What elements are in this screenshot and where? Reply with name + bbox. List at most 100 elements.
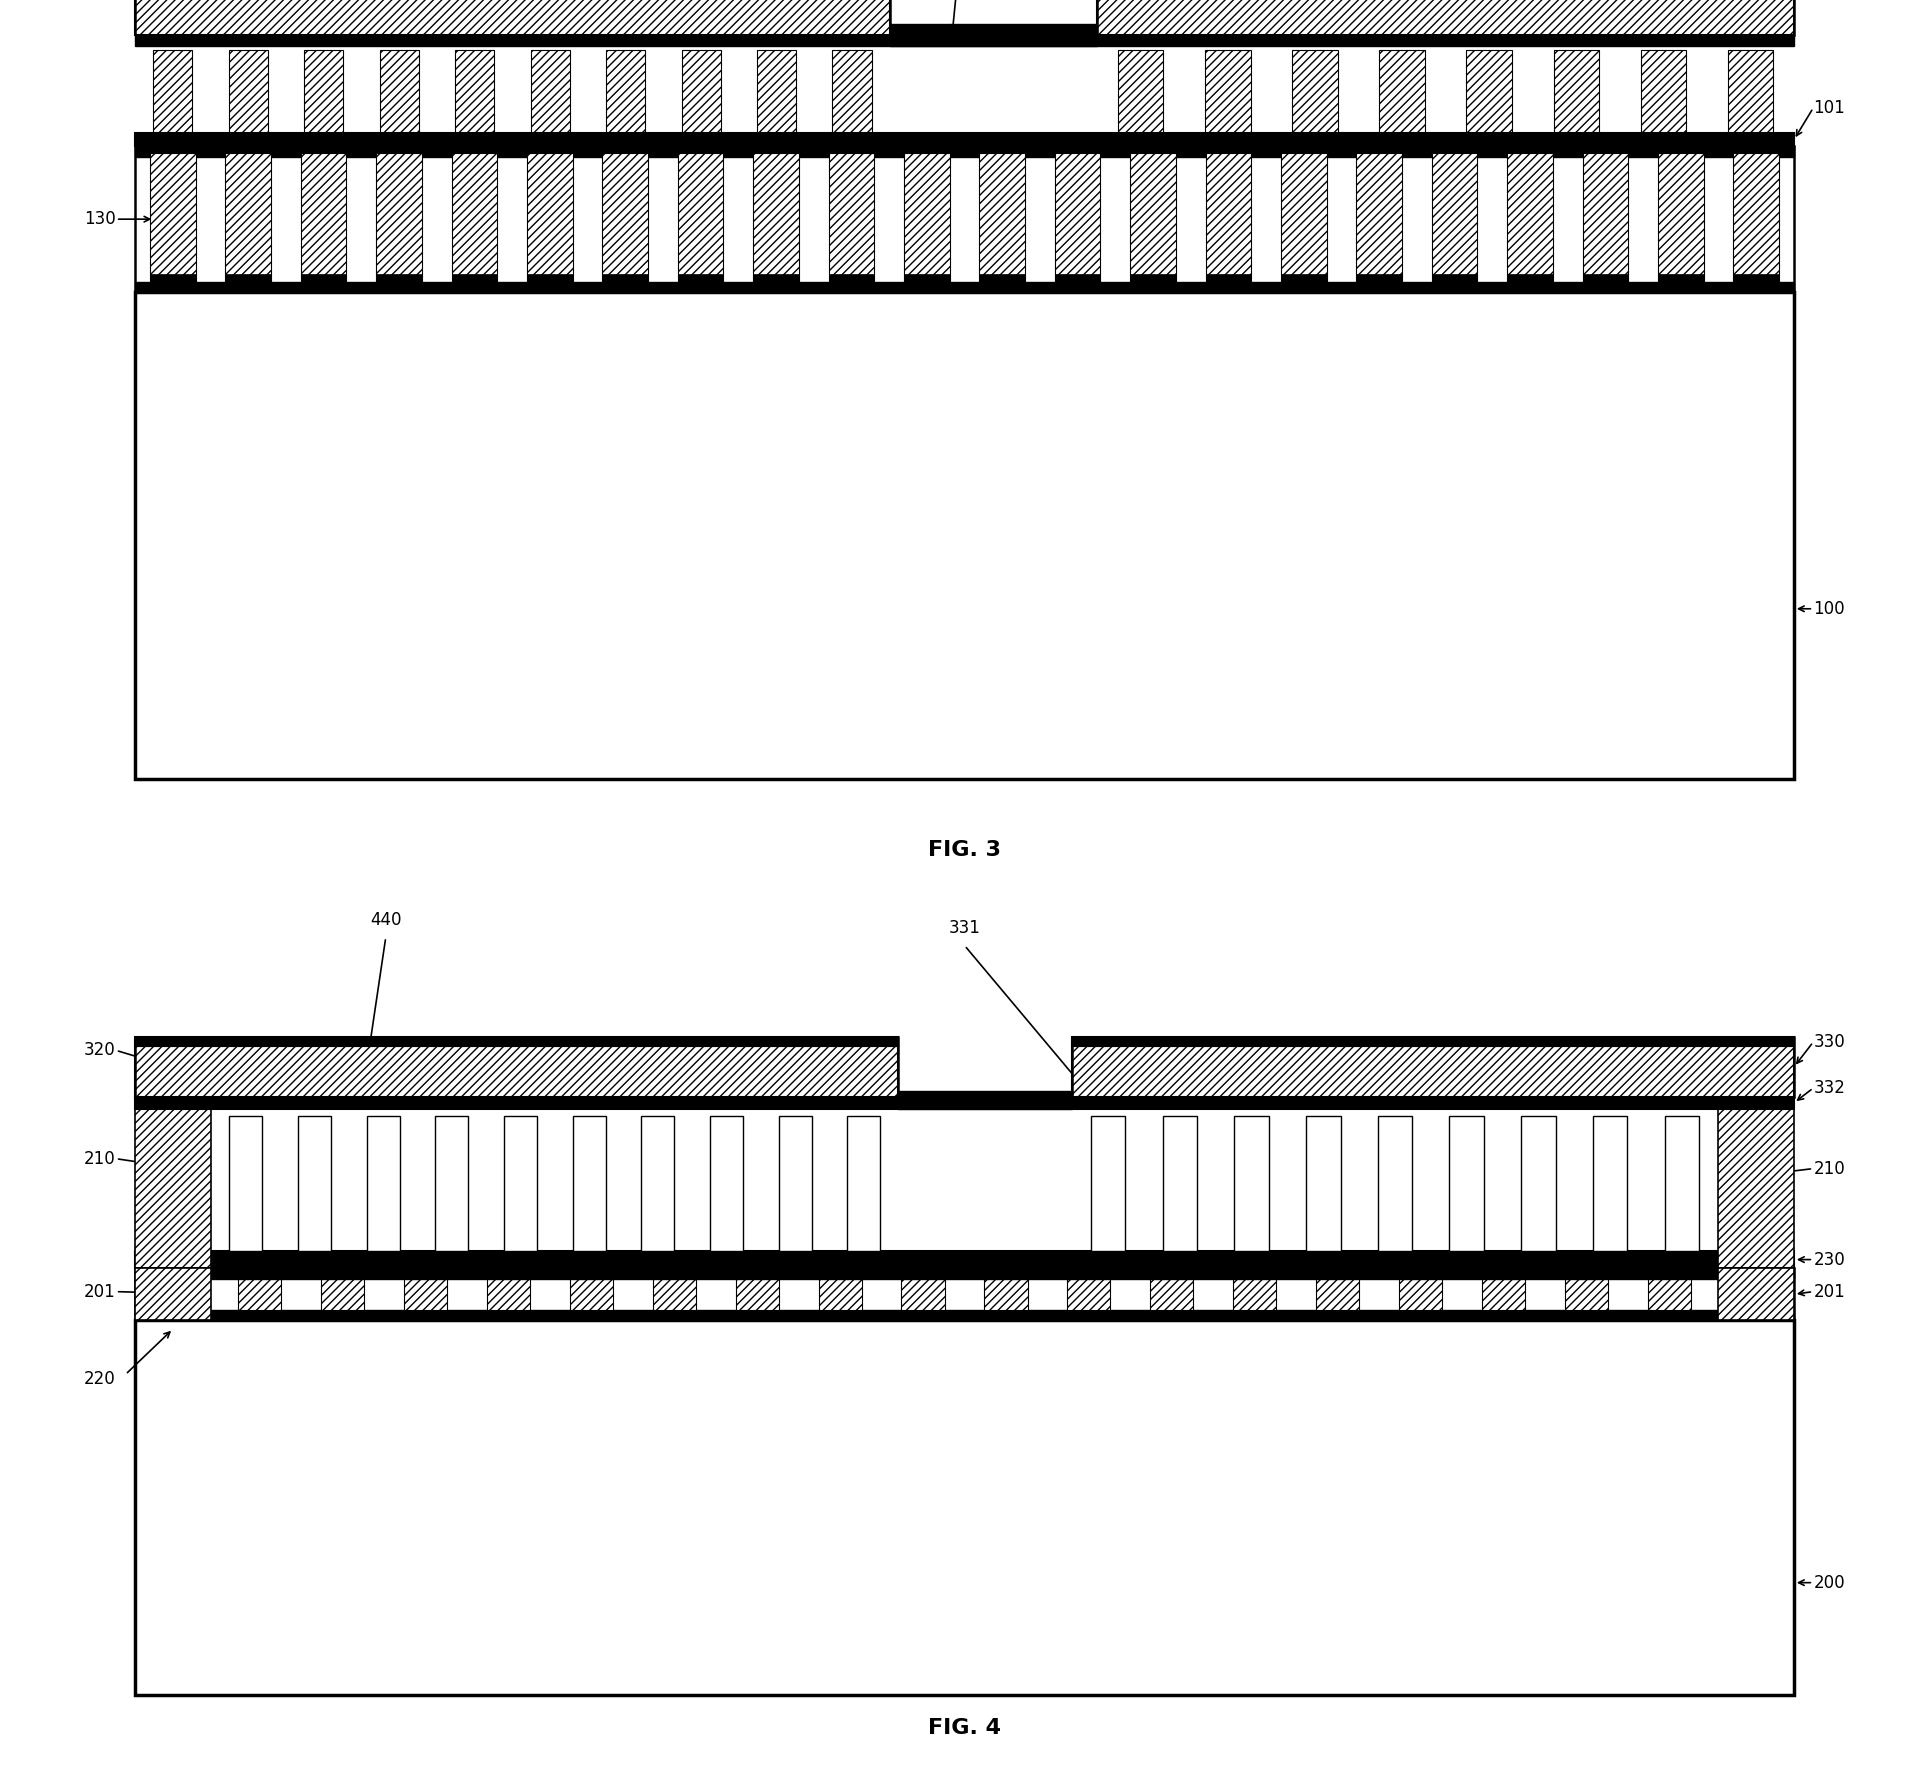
- Bar: [226, 275, 270, 282]
- Bar: [376, 152, 422, 282]
- Bar: [135, 1109, 212, 1268]
- Bar: [905, 275, 949, 282]
- Text: 220: 220: [85, 1369, 116, 1388]
- Bar: [135, 0, 889, 35]
- Bar: [640, 1116, 675, 1250]
- Bar: [135, 1321, 1794, 1695]
- Bar: [135, 282, 1794, 292]
- Bar: [847, 1116, 880, 1250]
- Bar: [152, 50, 193, 133]
- Bar: [980, 152, 1024, 282]
- Bar: [1235, 1116, 1269, 1250]
- Bar: [135, 35, 1794, 46]
- Bar: [1067, 1264, 1111, 1309]
- Text: 130: 130: [85, 211, 116, 228]
- Bar: [1582, 152, 1628, 282]
- Bar: [1449, 1116, 1483, 1250]
- Bar: [1163, 1116, 1198, 1250]
- Bar: [1281, 152, 1327, 282]
- Bar: [984, 1264, 1028, 1309]
- Bar: [154, 1264, 199, 1309]
- Bar: [527, 275, 573, 282]
- Bar: [380, 50, 419, 133]
- Bar: [1728, 50, 1773, 133]
- Bar: [899, 1091, 1073, 1109]
- Bar: [1734, 152, 1779, 282]
- Bar: [436, 1116, 469, 1250]
- Bar: [1150, 1264, 1194, 1309]
- Bar: [752, 275, 799, 282]
- Bar: [403, 1264, 448, 1309]
- Text: 100: 100: [1813, 600, 1844, 618]
- Bar: [829, 275, 874, 282]
- Bar: [779, 1116, 812, 1250]
- Bar: [901, 1264, 945, 1309]
- Bar: [1642, 50, 1686, 133]
- Text: 230: 230: [1813, 1250, 1844, 1268]
- Bar: [1647, 1264, 1692, 1309]
- Bar: [135, 1038, 899, 1096]
- Bar: [135, 1096, 1794, 1109]
- Bar: [677, 152, 723, 282]
- Bar: [150, 275, 195, 282]
- Bar: [1717, 1109, 1794, 1268]
- Bar: [606, 50, 646, 133]
- Bar: [1507, 152, 1553, 282]
- Bar: [1399, 1264, 1443, 1309]
- Bar: [1431, 275, 1478, 282]
- Text: 210: 210: [1813, 1160, 1844, 1178]
- Bar: [829, 152, 874, 282]
- Bar: [135, 1047, 899, 1096]
- Bar: [301, 275, 347, 282]
- Bar: [602, 152, 648, 282]
- Bar: [455, 50, 494, 133]
- Text: 200: 200: [1813, 1574, 1844, 1592]
- Bar: [150, 152, 195, 282]
- Bar: [1130, 152, 1177, 282]
- Bar: [1098, 0, 1794, 35]
- Bar: [1316, 1264, 1360, 1309]
- Bar: [451, 152, 498, 282]
- Text: 210: 210: [85, 1149, 116, 1167]
- Bar: [297, 1116, 332, 1250]
- Bar: [1730, 1264, 1775, 1309]
- Bar: [230, 1116, 262, 1250]
- Bar: [320, 1264, 365, 1309]
- Bar: [1659, 152, 1703, 282]
- Bar: [569, 1264, 613, 1309]
- Bar: [1481, 1264, 1526, 1309]
- Bar: [135, 1250, 1794, 1268]
- Bar: [1431, 152, 1478, 282]
- Bar: [1356, 152, 1402, 282]
- Bar: [1233, 1264, 1277, 1309]
- Bar: [135, 1309, 1794, 1321]
- Bar: [980, 275, 1024, 282]
- Bar: [1734, 275, 1779, 282]
- Text: FIG. 4: FIG. 4: [928, 1718, 1001, 1739]
- Bar: [1659, 275, 1703, 282]
- Bar: [367, 1116, 399, 1250]
- Bar: [1553, 50, 1599, 133]
- Text: 440: 440: [370, 910, 401, 928]
- Text: 330: 330: [1813, 1032, 1844, 1050]
- Bar: [503, 1116, 536, 1250]
- Bar: [735, 1264, 779, 1309]
- Bar: [135, 0, 889, 35]
- Bar: [1564, 1264, 1609, 1309]
- Bar: [1665, 1116, 1699, 1250]
- Bar: [1356, 275, 1402, 282]
- Text: 331: 331: [949, 919, 980, 937]
- Bar: [1206, 50, 1250, 133]
- Bar: [889, 25, 1098, 46]
- Bar: [135, 147, 1794, 292]
- Bar: [905, 152, 949, 282]
- Bar: [135, 147, 1794, 156]
- Bar: [135, 1268, 212, 1321]
- Bar: [1055, 275, 1100, 282]
- Bar: [1281, 275, 1327, 282]
- Bar: [530, 50, 569, 133]
- Bar: [1292, 50, 1337, 133]
- Bar: [677, 275, 723, 282]
- Bar: [1306, 1116, 1341, 1250]
- Bar: [230, 50, 268, 133]
